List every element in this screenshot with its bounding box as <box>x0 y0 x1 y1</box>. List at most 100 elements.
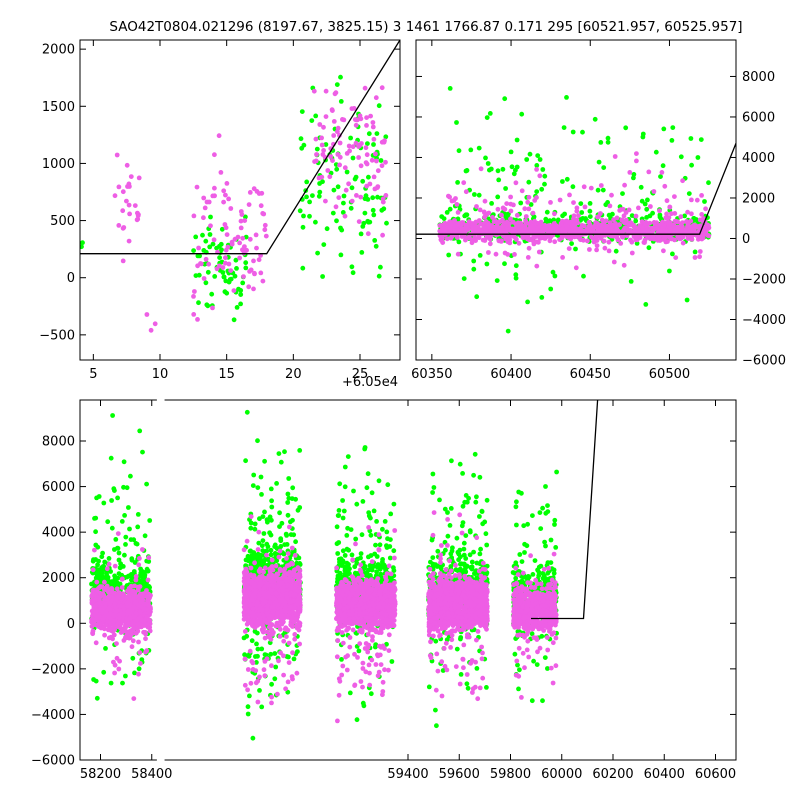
data-point <box>664 198 670 204</box>
data-point <box>334 166 340 172</box>
data-point <box>503 236 509 242</box>
data-point <box>101 500 107 506</box>
data-point <box>346 571 351 577</box>
data-point <box>653 149 659 155</box>
data-point <box>514 228 520 234</box>
data-point <box>366 174 371 180</box>
data-point <box>569 241 574 247</box>
data-point <box>658 174 663 180</box>
data-point <box>313 219 318 225</box>
data-point <box>539 633 545 639</box>
data-point <box>324 226 330 232</box>
data-point <box>439 214 445 220</box>
data-point <box>317 189 323 195</box>
data-point <box>587 208 593 214</box>
data-point <box>291 532 297 538</box>
data-point <box>518 200 524 206</box>
data-point <box>344 546 350 552</box>
data-point <box>257 688 262 693</box>
data-point <box>351 488 356 494</box>
data-point <box>312 159 317 165</box>
data-point <box>588 185 594 191</box>
data-point <box>464 212 470 218</box>
data-point <box>566 246 572 252</box>
data-point <box>659 170 665 175</box>
data-point <box>612 154 618 159</box>
data-point <box>526 574 532 580</box>
data-point <box>593 238 599 243</box>
data-point <box>371 136 377 142</box>
data-point <box>135 524 141 530</box>
data-point <box>572 234 577 240</box>
data-point <box>515 662 520 668</box>
data-point <box>596 159 602 165</box>
data-point <box>534 662 540 667</box>
data-point <box>368 566 374 572</box>
data-point <box>247 693 252 699</box>
data-point <box>526 245 532 251</box>
data-point <box>437 497 442 503</box>
data-point <box>542 655 548 660</box>
data-point <box>469 559 475 565</box>
data-point <box>529 698 535 704</box>
data-point <box>323 114 329 119</box>
data-point <box>477 207 483 213</box>
data-point <box>130 655 136 661</box>
data-point <box>243 265 249 271</box>
data-point <box>447 86 453 91</box>
data-point <box>570 129 576 135</box>
data-point <box>434 723 439 729</box>
data-point <box>284 533 289 538</box>
data-point <box>574 208 580 214</box>
data-point <box>203 280 209 286</box>
data-point <box>579 210 585 215</box>
data-point <box>297 208 303 214</box>
data-point <box>360 499 366 504</box>
data-point <box>129 573 135 579</box>
data-point <box>467 528 473 534</box>
data-point <box>352 564 358 570</box>
data-point <box>330 158 335 164</box>
data-point <box>379 85 385 91</box>
data-point <box>313 113 319 119</box>
data-point <box>359 250 365 255</box>
data-point <box>590 225 596 231</box>
data-point <box>456 148 462 154</box>
data-point <box>375 185 380 191</box>
data-point <box>148 327 154 333</box>
data-point <box>384 529 390 535</box>
data-point <box>357 113 363 119</box>
data-point <box>317 122 323 127</box>
data-point <box>364 115 369 120</box>
data-point <box>255 646 261 652</box>
data-point <box>111 486 117 492</box>
y-tick-label: −4000 <box>742 313 786 328</box>
data-point <box>321 124 326 130</box>
data-point <box>500 205 506 211</box>
data-point <box>522 206 528 212</box>
data-point <box>437 223 443 228</box>
data-point <box>465 685 471 691</box>
data-point <box>371 212 377 218</box>
data-point <box>201 248 207 253</box>
data-point <box>618 241 624 246</box>
data-point <box>428 559 433 565</box>
data-point <box>691 216 697 221</box>
data-point <box>657 212 663 218</box>
data-point <box>551 221 557 226</box>
data-point <box>263 233 269 239</box>
data-point <box>358 194 364 200</box>
data-point <box>682 213 687 219</box>
data-point <box>123 673 128 679</box>
data-point <box>203 238 209 244</box>
data-point <box>268 547 274 553</box>
data-point <box>561 125 567 130</box>
data-point <box>463 189 469 195</box>
y-tick-label: 4000 <box>742 151 775 166</box>
data-point <box>339 563 344 568</box>
data-point <box>477 514 482 519</box>
data-point <box>124 485 130 491</box>
data-point <box>667 226 673 232</box>
model-line <box>80 40 400 255</box>
